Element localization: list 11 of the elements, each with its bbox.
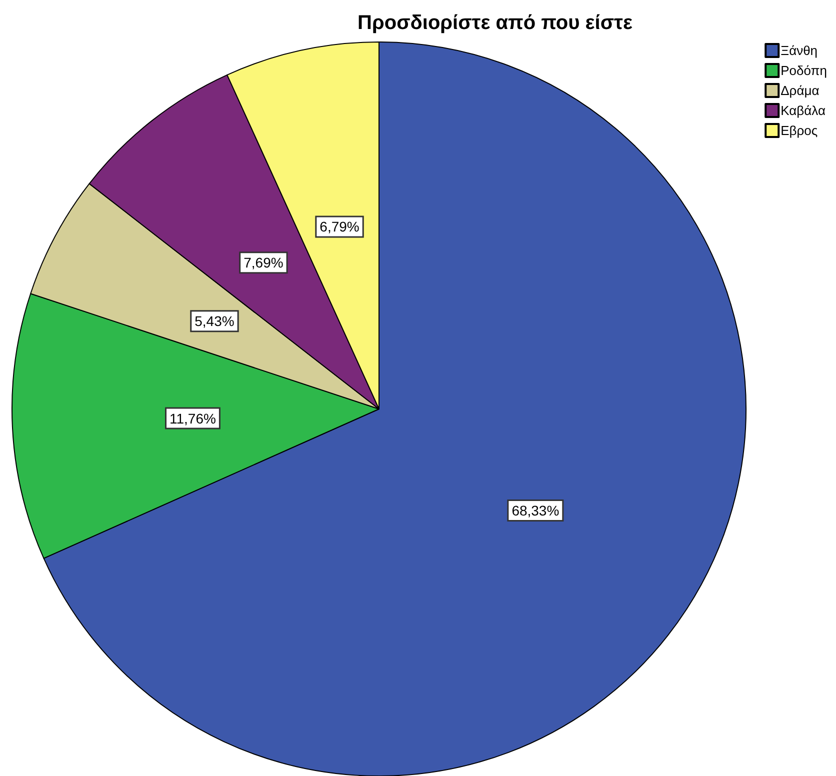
legend-label: Εβρος <box>780 123 818 138</box>
chart-title: Προσδιορίστε από που είστε <box>358 12 633 34</box>
legend-label: Δράμα <box>780 83 820 98</box>
legend-label: Ροδόπη <box>780 63 828 78</box>
data-label: 7,69% <box>244 254 284 271</box>
data-label: 68,33% <box>512 502 560 519</box>
legend-label: Καβάλα <box>780 103 826 118</box>
legend-label: Ξάνθη <box>780 43 818 58</box>
data-label: 6,79% <box>320 218 360 235</box>
data-label: 5,43% <box>194 313 234 330</box>
data-label: 11,76% <box>170 410 216 426</box>
